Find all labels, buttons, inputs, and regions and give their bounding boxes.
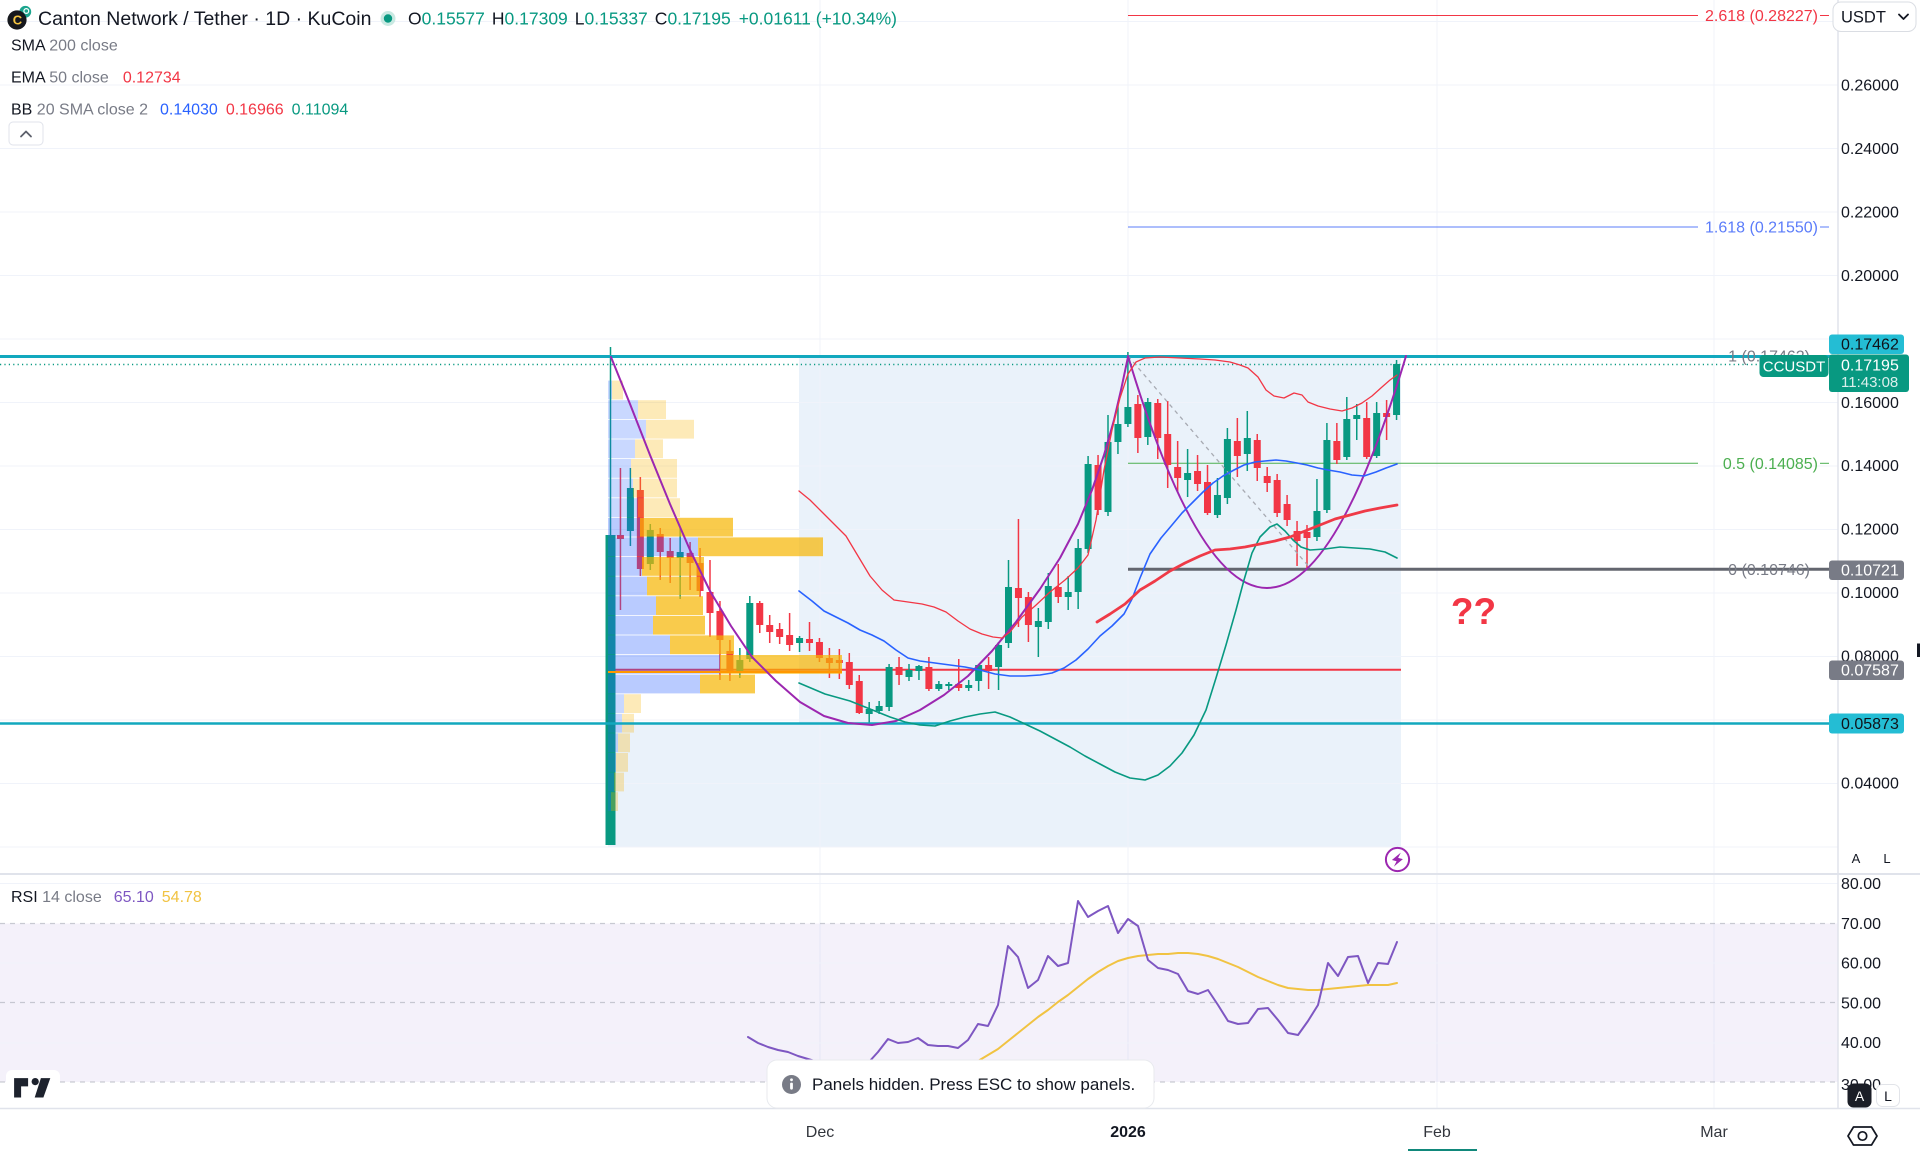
svg-text:60.00: 60.00	[1841, 956, 1881, 973]
svg-text:USDT: USDT	[1841, 9, 1886, 27]
svg-text:80.00: 80.00	[1841, 876, 1881, 893]
svg-text:C: C	[13, 13, 23, 28]
svg-text:0.04000: 0.04000	[1841, 775, 1899, 792]
svg-text:??: ??	[1451, 591, 1496, 632]
svg-text:0.17195: 0.17195	[1841, 358, 1899, 375]
svg-text:L: L	[1884, 1088, 1892, 1104]
svg-text:L: L	[1883, 851, 1890, 866]
svg-text:A: A	[1852, 851, 1861, 866]
svg-text:SMA 200 close: SMA 200 close	[11, 38, 118, 55]
svg-text:0.5 (0.14085): 0.5 (0.14085)	[1723, 456, 1818, 473]
svg-text:CCUSDT: CCUSDT	[1763, 359, 1826, 376]
svg-text:70.00: 70.00	[1841, 916, 1881, 933]
svg-text:2026: 2026	[1110, 1124, 1146, 1141]
svg-text:0.07587: 0.07587	[1841, 663, 1899, 680]
svg-text:0.26000: 0.26000	[1841, 78, 1899, 95]
svg-text:Dec: Dec	[806, 1124, 834, 1141]
svg-text:0.10721: 0.10721	[1841, 563, 1899, 580]
svg-text:Feb: Feb	[1423, 1124, 1451, 1141]
svg-text:Panels hidden. Press ESC to sh: Panels hidden. Press ESC to show panels.	[812, 1075, 1135, 1094]
svg-text:0.14000: 0.14000	[1841, 458, 1899, 475]
svg-text:50.00: 50.00	[1841, 995, 1881, 1012]
svg-text:Canton Network / Tether · 1D ·: Canton Network / Tether · 1D · KuCoin	[38, 8, 371, 30]
svg-text:0.16000: 0.16000	[1841, 395, 1899, 412]
svg-text:Mar: Mar	[1700, 1124, 1728, 1141]
svg-text:40.00: 40.00	[1841, 1035, 1881, 1052]
svg-text:0.17462: 0.17462	[1841, 337, 1899, 354]
svg-text:11:43:08: 11:43:08	[1841, 374, 1898, 391]
svg-text:0.12000: 0.12000	[1841, 522, 1899, 539]
svg-text:A: A	[1855, 1088, 1865, 1104]
svg-text:2.618 (0.28227): 2.618 (0.28227)	[1705, 8, 1818, 25]
svg-text:0.20000: 0.20000	[1841, 268, 1899, 285]
svg-text:0.05873: 0.05873	[1841, 716, 1899, 733]
svg-text:1.618 (0.21550): 1.618 (0.21550)	[1705, 220, 1818, 237]
svg-text:0.22000: 0.22000	[1841, 204, 1899, 221]
svg-text:0.24000: 0.24000	[1841, 141, 1899, 158]
svg-text:0 (0.10746): 0 (0.10746)	[1728, 562, 1810, 579]
svg-text:0.10000: 0.10000	[1841, 585, 1899, 602]
